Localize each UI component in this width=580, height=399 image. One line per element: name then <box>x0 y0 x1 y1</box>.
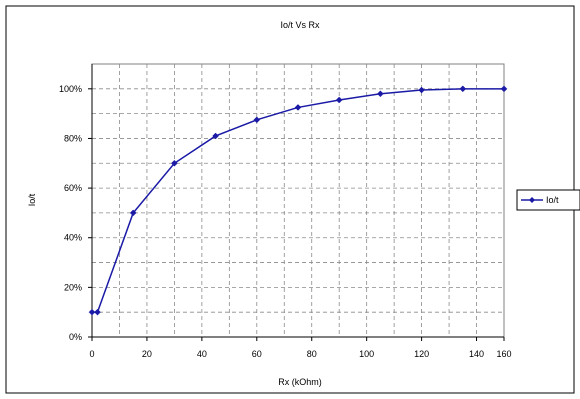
y-tick-label: 0% <box>69 332 82 342</box>
x-tick-label: 60 <box>252 349 262 359</box>
legend: Io/t <box>516 189 580 211</box>
series-layer <box>88 85 508 316</box>
x-tick-label: 120 <box>414 349 429 359</box>
tick-labels: 0 20 40 60 80 100 120 140 160 0% 20% 40% 60% 80% 100% <box>59 84 512 359</box>
x-axis-title: Rx (kOhm) <box>278 377 322 387</box>
data-point <box>253 116 261 124</box>
data-point <box>335 96 343 104</box>
y-tick-label: 100% <box>59 84 82 94</box>
data-point <box>418 86 425 94</box>
x-tick-label: 0 <box>89 349 94 359</box>
y-tick-label: 20% <box>64 282 82 292</box>
x-tick-label: 140 <box>469 349 484 359</box>
x-tick-label: 40 <box>197 349 207 359</box>
chart-title: Io/t Vs Rx <box>280 20 320 30</box>
x-tick-label: 80 <box>307 349 317 359</box>
data-point <box>171 159 178 167</box>
data-point <box>459 85 467 93</box>
y-axis-title: Io/t <box>27 193 37 206</box>
axes <box>88 64 505 341</box>
data-point <box>377 90 384 98</box>
data-point <box>88 308 96 316</box>
legend-box <box>516 189 580 211</box>
data-point <box>94 308 101 316</box>
y-tick-label: 80% <box>64 133 82 143</box>
data-point <box>500 85 508 93</box>
y-tick-label: 40% <box>64 233 82 243</box>
series-line <box>92 88 504 313</box>
gridlines <box>92 64 504 337</box>
legend-swatch-marker <box>529 197 535 203</box>
data-point <box>212 132 219 140</box>
data-point <box>129 209 137 217</box>
y-tick-label: 60% <box>64 183 82 193</box>
legend-label: Io/t <box>546 195 559 205</box>
x-tick-label: 100 <box>359 349 374 359</box>
data-point <box>294 104 302 111</box>
x-tick-label: 20 <box>142 349 152 359</box>
x-tick-label: 160 <box>496 349 511 359</box>
